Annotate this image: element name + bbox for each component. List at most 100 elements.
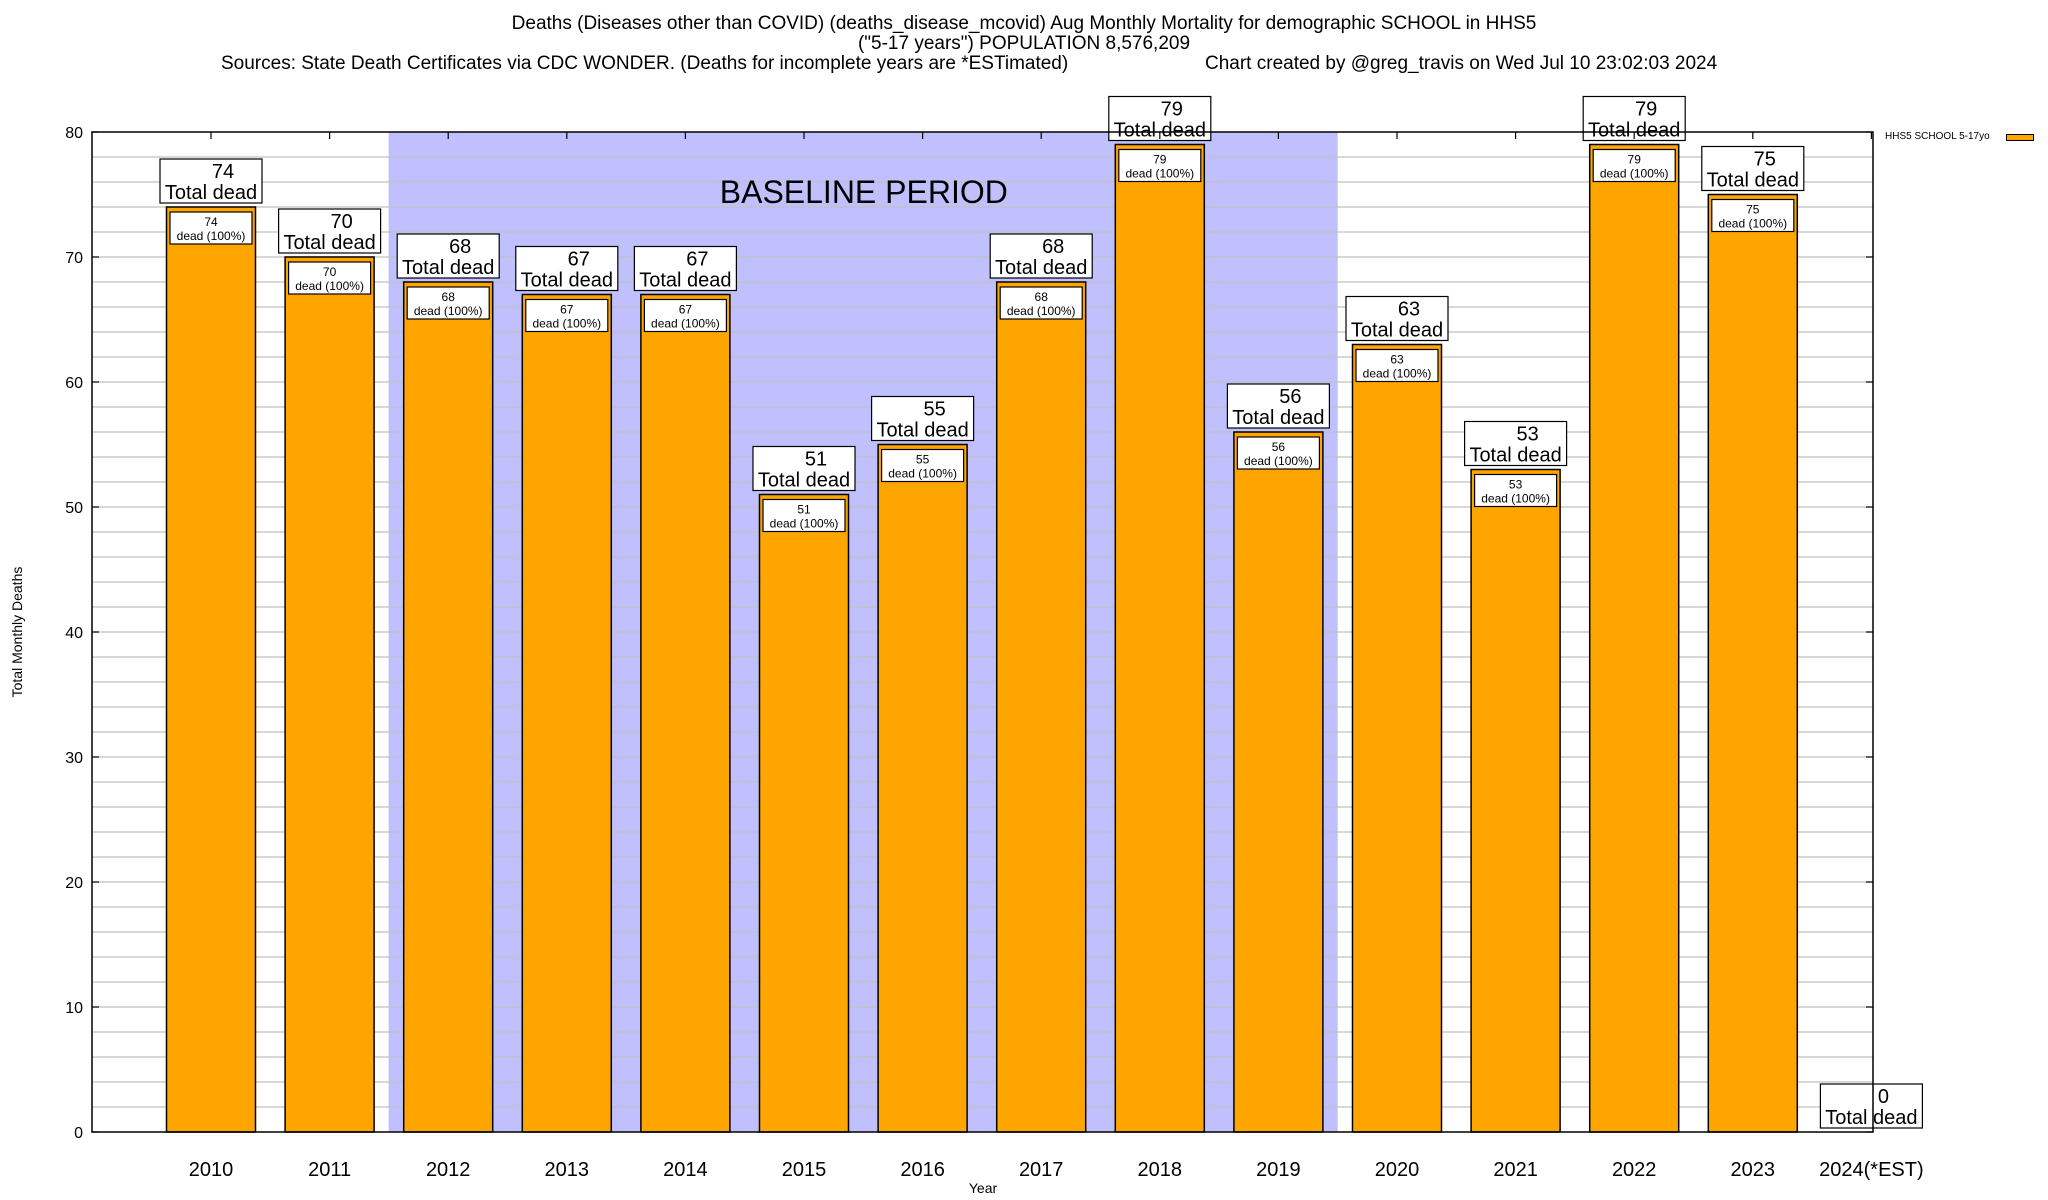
- bar-total-caption: Total dead: [995, 257, 1087, 279]
- bar-inner-caption: dead (100%): [414, 304, 483, 318]
- bar-total-label-box: [1701, 145, 1805, 192]
- bar-total-value: 68: [1042, 236, 1064, 258]
- x-tick-label: 2013: [545, 1159, 590, 1181]
- y-axis-label: Total Monthly Deaths: [9, 566, 25, 698]
- bar-total-value: 79: [1161, 99, 1183, 121]
- bar: [877, 443, 968, 1133]
- bar-inner-label-box: [1473, 473, 1558, 508]
- legend-label: HHS5 SCHOOL 5-17yo: [1885, 131, 1990, 142]
- bar-total-value: 68: [449, 236, 471, 258]
- bar: [1470, 468, 1561, 1133]
- bar-inner-value: 67: [560, 303, 574, 317]
- bar-inner-label-box: [1118, 148, 1202, 183]
- bar-inner-label-box: [643, 298, 728, 333]
- bar-inner-value: 75: [1746, 203, 1760, 217]
- x-tick-label: 2017: [1019, 1159, 1064, 1181]
- bar-total-value: 70: [330, 211, 352, 233]
- bar-inner-label-box: [999, 286, 1083, 320]
- chart-subtitle: ("5-17 years") POPULATION 8,576,209: [857, 33, 1191, 54]
- bar-total-caption: Total dead: [1114, 120, 1206, 142]
- bar: [1114, 143, 1206, 1133]
- bar: [521, 293, 613, 1133]
- bar-total-label-box: [633, 245, 738, 292]
- bar-inner-caption: dead (100%): [1481, 492, 1550, 506]
- bar-total-value: 0: [1878, 1086, 1889, 1108]
- bar-inner-caption: dead (100%): [1718, 217, 1787, 231]
- bar-total-caption: Total dead: [1469, 445, 1561, 467]
- bar-inner-label-box: [406, 286, 490, 320]
- bar-total-value: 75: [1754, 149, 1776, 171]
- x-tick-label: 2012: [426, 1159, 471, 1181]
- bar-inner-value: 70: [323, 265, 337, 279]
- bar: [640, 293, 731, 1133]
- x-tick-label: 2020: [1375, 1159, 1420, 1181]
- bar-total-caption: Total dead: [1351, 320, 1443, 342]
- bar: [995, 281, 1087, 1133]
- bar-inner-value: 67: [679, 303, 693, 317]
- y-tick-label: 50: [65, 500, 83, 517]
- y-tick-label: 0: [74, 1125, 83, 1142]
- bar-inner-caption: dead (100%): [177, 229, 246, 243]
- bar-total-label-box: [870, 395, 975, 442]
- bar-inner-caption: dead (100%): [532, 317, 601, 331]
- x-tick-label: 2014: [663, 1159, 708, 1181]
- bar-total-caption: Total dead: [521, 270, 613, 292]
- bar-total-value: 53: [1516, 424, 1538, 446]
- bar-total-value: 55: [923, 399, 945, 421]
- chart-credit: Chart created by @greg_travis on Wed Jul…: [1205, 53, 1718, 74]
- x-tick-label: 2021: [1493, 1159, 1538, 1181]
- bar-inner-value: 74: [204, 215, 218, 229]
- x-axis-label: Year: [968, 1180, 998, 1196]
- bar-inner-value: 56: [1272, 440, 1286, 454]
- bar-total-caption: Total dead: [876, 420, 968, 442]
- bar-inner-caption: dead (100%): [1363, 367, 1432, 381]
- bar-total-value: 67: [568, 249, 590, 271]
- bar-total-caption: Total dead: [402, 257, 494, 279]
- bar-total-value: 63: [1398, 299, 1420, 321]
- y-tick-label: 60: [65, 375, 83, 392]
- bar-inner-label-box: [288, 261, 372, 295]
- bar-total-value: 74: [212, 161, 234, 183]
- bar-inner-caption: dead (100%): [770, 517, 839, 531]
- bar: [284, 256, 375, 1133]
- bar: [1588, 143, 1680, 1133]
- y-tick-label: 70: [65, 250, 83, 267]
- bar-total-label-box: [989, 233, 1093, 279]
- bar-inner-caption: dead (100%): [1244, 454, 1313, 468]
- chart-title: Deaths (Diseases other than COVID) (deat…: [511, 13, 1537, 34]
- x-tick-label: 2018: [1138, 1159, 1183, 1181]
- bar-total-caption: Total dead: [283, 232, 375, 254]
- bar-inner-label-box: [525, 298, 609, 333]
- bar-inner-label-box: [1592, 148, 1676, 183]
- bar-inner-label-box: [880, 448, 965, 483]
- bar-total-label-box: [1108, 95, 1212, 142]
- bar-total-caption: Total dead: [639, 270, 731, 292]
- bar-inner-caption: dead (100%): [651, 317, 720, 331]
- bar-total-label-box: [1463, 420, 1568, 467]
- bar-inner-value: 55: [916, 453, 930, 467]
- bar-inner-label-box: [169, 211, 253, 245]
- x-tick-label: 2010: [189, 1159, 234, 1181]
- x-tick-label: 2019: [1256, 1159, 1301, 1181]
- legend-swatch: [2006, 134, 2034, 141]
- bar-inner-value: 79: [1153, 153, 1167, 167]
- x-tick-label: 2011: [308, 1159, 351, 1181]
- bar-total-label-box: [278, 208, 382, 254]
- y-tick-label: 40: [65, 625, 83, 642]
- bar-inner-value: 53: [1509, 478, 1523, 492]
- bar-total-label-box: [1226, 383, 1331, 429]
- bar-total-label-box: [159, 158, 263, 204]
- x-tick-label: 2015: [782, 1159, 827, 1181]
- bar-inner-caption: dead (100%): [1007, 304, 1076, 318]
- x-tick-label: 2023: [1731, 1159, 1776, 1181]
- bar: [165, 206, 257, 1133]
- bar: [1707, 193, 1799, 1133]
- sources-note: Sources: State Death Certificates via CD…: [221, 53, 1069, 74]
- bar: [1233, 431, 1324, 1133]
- bar-total-value: 51: [805, 449, 827, 471]
- bar-total-caption: Total dead: [1232, 407, 1324, 429]
- bar-inner-caption: dead (100%): [1600, 167, 1669, 181]
- x-tick-label: 2022: [1612, 1159, 1657, 1181]
- bar-inner-value: 68: [1035, 290, 1049, 304]
